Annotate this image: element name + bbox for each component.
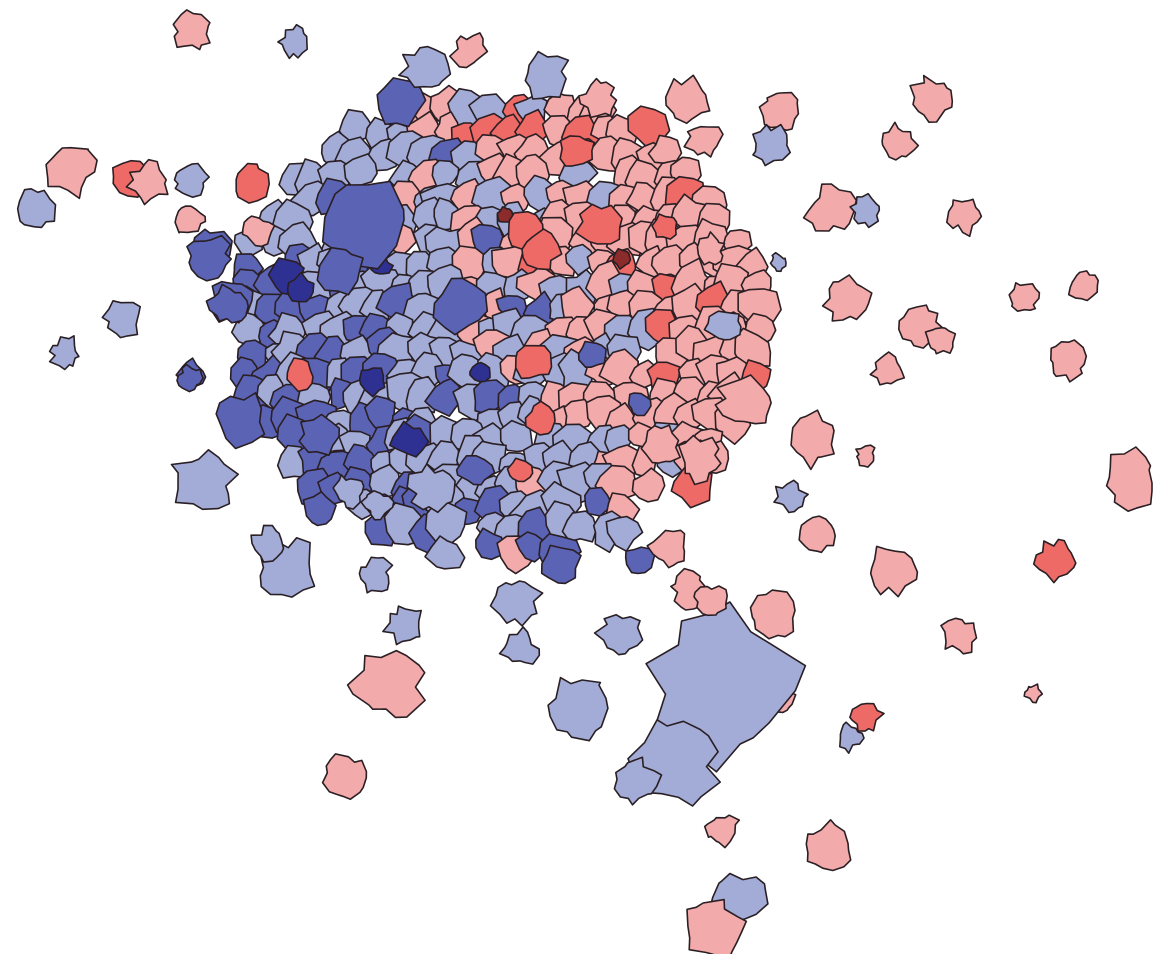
region-light-blue xyxy=(753,125,790,166)
region-light-blue xyxy=(18,189,56,228)
region-light-red xyxy=(323,754,367,799)
region-mid-blue xyxy=(579,342,607,368)
region-light-red xyxy=(666,75,710,123)
region-light-red xyxy=(46,148,97,199)
region-light-blue xyxy=(102,301,140,338)
region-light-red xyxy=(694,586,727,615)
region-light-red xyxy=(759,93,798,131)
region-light-red xyxy=(799,516,835,552)
region-light-blue xyxy=(50,336,79,370)
region-mid-red xyxy=(236,164,269,204)
region-light-red xyxy=(1051,340,1087,382)
region-light-red xyxy=(705,815,740,847)
region-light-blue xyxy=(175,164,210,198)
region-light-red xyxy=(947,199,982,236)
region-light-red xyxy=(1009,283,1039,311)
region-mid-red xyxy=(560,136,594,166)
region-light-red xyxy=(450,33,488,68)
region-light-red xyxy=(684,127,723,157)
region-light-blue xyxy=(383,606,421,645)
region-mid-blue xyxy=(187,236,231,281)
region-light-blue xyxy=(774,480,808,512)
region-light-red xyxy=(173,10,210,50)
region-light-red xyxy=(1107,447,1152,511)
region-light-red xyxy=(804,184,857,231)
region-light-red xyxy=(751,590,796,639)
region-light-red xyxy=(1069,271,1099,301)
region-light-red xyxy=(175,206,205,233)
map-regions xyxy=(18,10,1152,954)
region-mid-red xyxy=(1034,539,1076,582)
region-light-blue xyxy=(251,525,283,562)
region-light-red xyxy=(871,546,918,596)
region-light-red xyxy=(870,352,904,385)
region-light-blue xyxy=(491,581,543,626)
region-light-blue xyxy=(525,52,568,99)
region-mid-red xyxy=(850,704,884,732)
region-mid-blue xyxy=(542,545,581,583)
region-light-red xyxy=(1024,684,1042,703)
region-light-red xyxy=(348,651,426,718)
region-mid-red xyxy=(516,346,552,379)
region-light-red xyxy=(926,328,956,354)
region-light-red xyxy=(856,445,875,467)
region-light-blue xyxy=(172,450,239,510)
region-light-red xyxy=(823,275,872,321)
region-light-red xyxy=(941,618,977,654)
region-light-red xyxy=(910,76,952,123)
region-light-blue xyxy=(548,678,608,741)
region-mid-blue xyxy=(216,393,264,449)
region-light-blue xyxy=(771,253,787,272)
region-light-red xyxy=(806,820,850,871)
region-light-red xyxy=(882,122,918,160)
region-light-blue xyxy=(278,25,307,59)
region-light-blue xyxy=(500,627,540,664)
region-light-blue xyxy=(359,557,392,593)
region-light-red xyxy=(791,410,834,469)
region-light-blue xyxy=(595,615,643,655)
